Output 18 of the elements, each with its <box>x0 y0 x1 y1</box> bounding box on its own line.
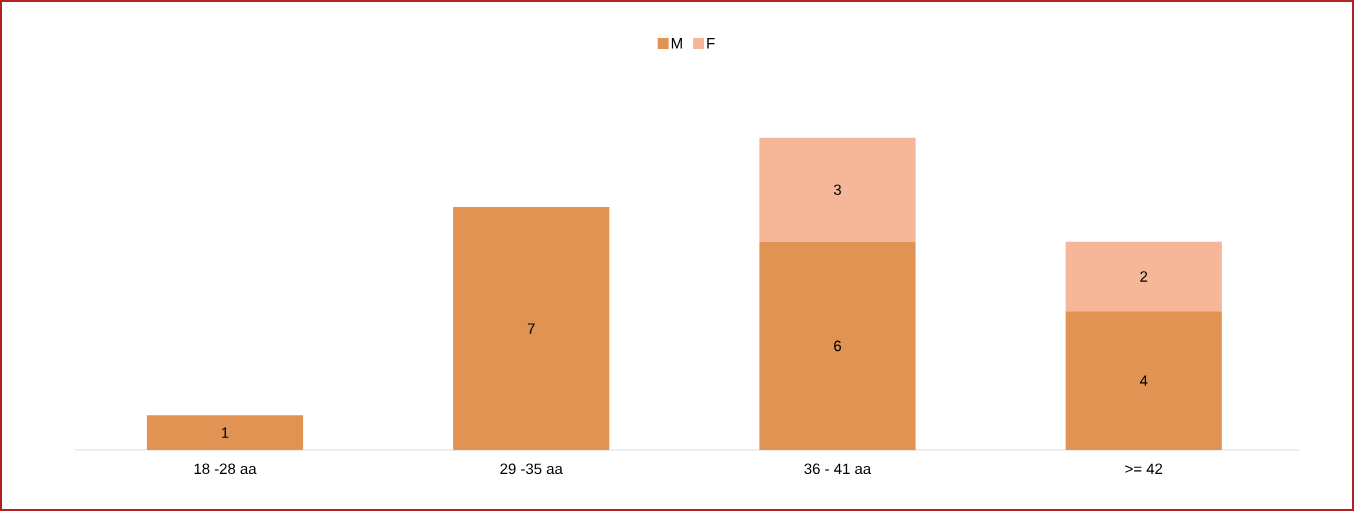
x-tick-label: 29 -35 aa <box>500 463 563 475</box>
bar <box>453 207 610 450</box>
x-tick-label: 18 -28 aa <box>194 463 257 475</box>
data-label: 3 <box>833 184 841 195</box>
data-label: 7 <box>527 323 535 334</box>
bar <box>1065 241 1222 312</box>
data-label: 2 <box>1140 271 1148 282</box>
legend-label: F <box>707 38 715 49</box>
data-label: 6 <box>834 340 841 352</box>
x-tick-label: >= 42 <box>1125 463 1163 474</box>
x-tick-label: 36 - 41 aa <box>804 463 872 475</box>
bar <box>759 241 916 450</box>
bar <box>1065 311 1222 450</box>
data-label: 1 <box>221 427 229 438</box>
legend-label: M <box>671 38 682 49</box>
bar <box>759 137 916 242</box>
data-label: 4 <box>1139 375 1148 386</box>
bar <box>146 415 304 450</box>
